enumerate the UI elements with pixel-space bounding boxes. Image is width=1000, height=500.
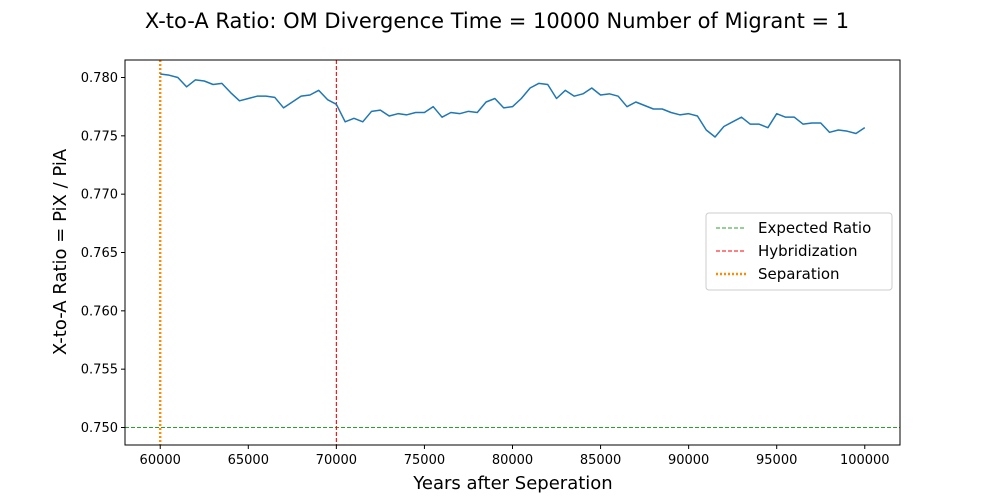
series-line-0 bbox=[160, 73, 866, 138]
legend-box bbox=[705, 212, 893, 291]
y-tick-label: 0.760 bbox=[81, 304, 118, 319]
legend-label: Hybridization bbox=[758, 242, 858, 260]
plot-area: 60000 65000 70000 75000 80000 85000 90000 95000… bbox=[81, 59, 901, 468]
legend-label: Expected Ratio bbox=[758, 219, 871, 237]
x-tick-label: 80000 bbox=[492, 453, 533, 468]
y-tick-label: 0.765 bbox=[81, 246, 118, 261]
chart-title: X-to-A Ratio: OM Divergence Time = 10000… bbox=[145, 9, 849, 33]
x-tick-label: 85000 bbox=[580, 453, 621, 468]
y-axis-label: X-to-A Ratio = PiX / PiA bbox=[50, 148, 71, 355]
x-axis-label: Years after Seperation bbox=[412, 473, 612, 494]
x-tick-label: 100000 bbox=[840, 453, 890, 468]
x-tick-label: 60000 bbox=[140, 453, 181, 468]
y-tick-label: 0.770 bbox=[81, 188, 118, 203]
y-tick-label: 0.780 bbox=[81, 71, 118, 86]
y-tick-label: 0.775 bbox=[81, 129, 118, 144]
y-tick-label: 0.755 bbox=[81, 363, 118, 378]
x-tick-label: 90000 bbox=[668, 453, 709, 468]
x-tick-label: 70000 bbox=[316, 453, 357, 468]
x-tick-label: 95000 bbox=[756, 453, 797, 468]
legend-label: Separation bbox=[758, 265, 840, 283]
x-tick-label: 75000 bbox=[404, 453, 445, 468]
x-tick-label: 65000 bbox=[228, 453, 269, 468]
y-tick-label: 0.750 bbox=[81, 421, 118, 436]
